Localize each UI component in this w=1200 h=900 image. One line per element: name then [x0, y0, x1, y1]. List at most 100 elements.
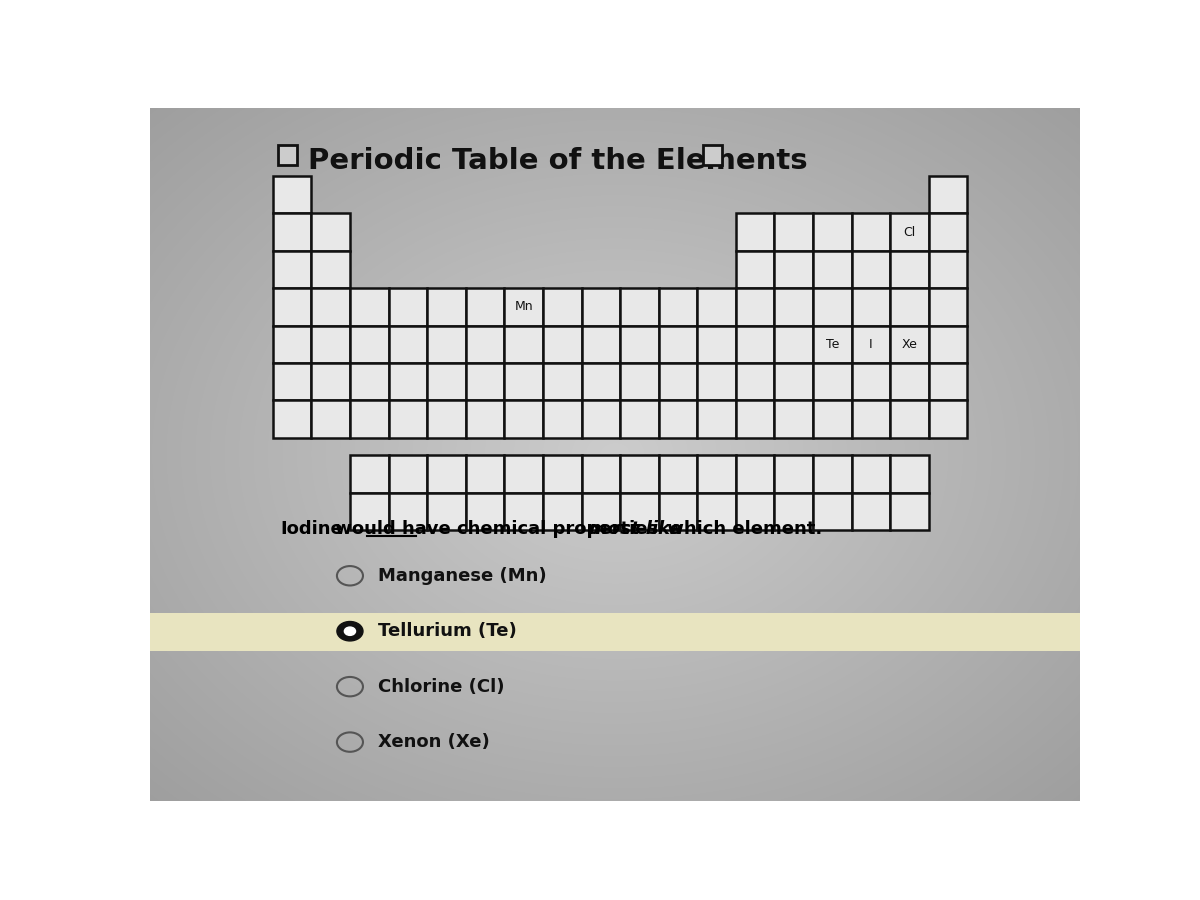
Bar: [814, 213, 852, 251]
Circle shape: [337, 622, 362, 641]
Bar: [504, 400, 542, 438]
Bar: [582, 400, 620, 438]
Bar: [272, 176, 311, 213]
Bar: [774, 288, 814, 326]
Bar: [350, 326, 389, 363]
Bar: [736, 400, 774, 438]
Bar: [852, 400, 890, 438]
Bar: [620, 455, 659, 492]
Bar: [736, 251, 774, 288]
Text: Periodic Table of the Elements: Periodic Table of the Elements: [308, 147, 808, 175]
Bar: [852, 492, 890, 530]
Bar: [697, 492, 736, 530]
Bar: [929, 326, 967, 363]
Bar: [929, 363, 967, 400]
Bar: [929, 213, 967, 251]
Bar: [389, 455, 427, 492]
Bar: [659, 288, 697, 326]
Text: would have chemical properties: would have chemical properties: [329, 520, 665, 538]
Bar: [852, 363, 890, 400]
Bar: [504, 492, 542, 530]
Bar: [659, 492, 697, 530]
Bar: [466, 363, 504, 400]
Bar: [929, 251, 967, 288]
Text: I: I: [869, 338, 872, 351]
Bar: [389, 492, 427, 530]
Bar: [466, 326, 504, 363]
Bar: [504, 288, 542, 326]
Bar: [852, 213, 890, 251]
Bar: [697, 455, 736, 492]
Bar: [852, 326, 890, 363]
Bar: [774, 326, 814, 363]
Bar: [542, 455, 582, 492]
Bar: [311, 363, 350, 400]
Text: Mn: Mn: [515, 301, 533, 313]
Bar: [582, 455, 620, 492]
Bar: [272, 213, 311, 251]
Bar: [504, 326, 542, 363]
Bar: [350, 455, 389, 492]
Bar: [272, 251, 311, 288]
Bar: [929, 176, 967, 213]
Bar: [890, 288, 929, 326]
Bar: [350, 492, 389, 530]
Bar: [272, 400, 311, 438]
Bar: [427, 455, 466, 492]
Bar: [890, 492, 929, 530]
Bar: [659, 400, 697, 438]
Bar: [814, 492, 852, 530]
Bar: [659, 363, 697, 400]
Bar: [311, 288, 350, 326]
Bar: [774, 455, 814, 492]
Bar: [620, 400, 659, 438]
Bar: [659, 326, 697, 363]
Bar: [929, 400, 967, 438]
Bar: [311, 400, 350, 438]
Circle shape: [344, 627, 355, 635]
Bar: [582, 492, 620, 530]
Bar: [814, 363, 852, 400]
Bar: [852, 288, 890, 326]
Bar: [311, 251, 350, 288]
Bar: [736, 326, 774, 363]
Bar: [466, 455, 504, 492]
Bar: [774, 400, 814, 438]
Text: Manganese (Mn): Manganese (Mn): [378, 567, 546, 585]
Bar: [504, 363, 542, 400]
Bar: [504, 455, 542, 492]
Bar: [736, 363, 774, 400]
Bar: [890, 326, 929, 363]
Text: which element.: which element.: [660, 520, 822, 538]
Bar: [272, 288, 311, 326]
Bar: [697, 400, 736, 438]
Bar: [311, 326, 350, 363]
Bar: [659, 455, 697, 492]
Bar: [697, 288, 736, 326]
Bar: [466, 400, 504, 438]
Bar: [150, 613, 1080, 651]
Bar: [350, 400, 389, 438]
Bar: [582, 288, 620, 326]
Bar: [466, 288, 504, 326]
Bar: [736, 492, 774, 530]
Bar: [736, 455, 774, 492]
Bar: [278, 146, 296, 165]
Bar: [389, 288, 427, 326]
Bar: [697, 363, 736, 400]
Bar: [427, 363, 466, 400]
Text: Te: Te: [826, 338, 839, 351]
Bar: [929, 288, 967, 326]
Bar: [890, 400, 929, 438]
Bar: [427, 492, 466, 530]
Bar: [774, 251, 814, 288]
Bar: [466, 492, 504, 530]
Text: Tellurium (Te): Tellurium (Te): [378, 622, 517, 640]
Text: most like: most like: [589, 520, 682, 538]
Text: Iodine: Iodine: [281, 520, 343, 538]
Bar: [582, 326, 620, 363]
Bar: [272, 326, 311, 363]
Bar: [350, 363, 389, 400]
Bar: [542, 288, 582, 326]
Bar: [389, 400, 427, 438]
